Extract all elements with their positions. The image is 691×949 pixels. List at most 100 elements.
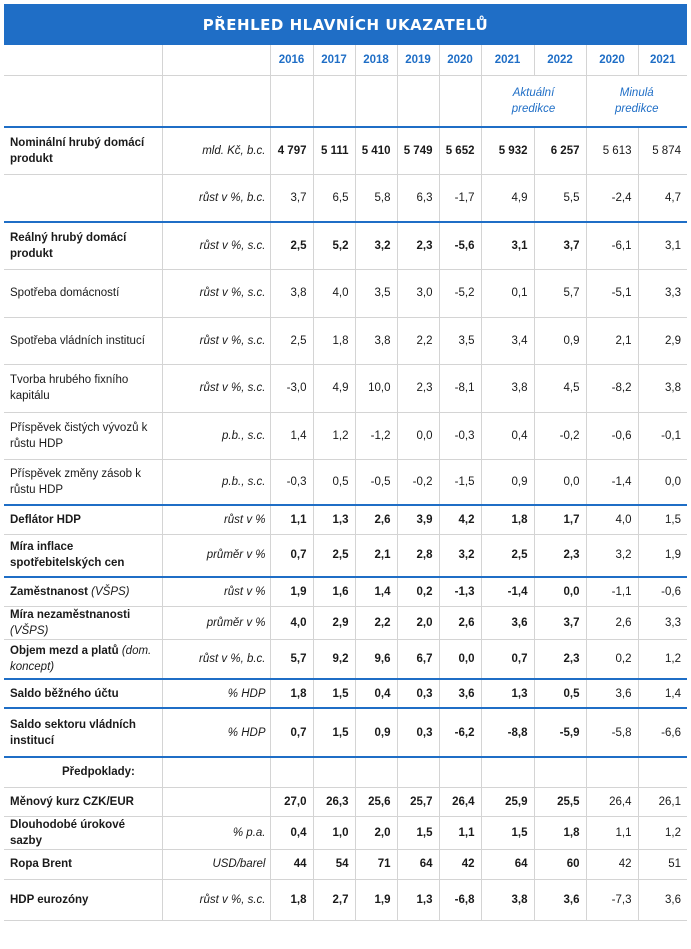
indicator-value: 4,5 — [534, 364, 587, 413]
indicator-value: -6,6 — [638, 708, 687, 758]
indicator-value: -0,2 — [534, 412, 587, 460]
indicator-unit: % HDP — [162, 679, 271, 709]
indicator-value: 1,5 — [397, 816, 440, 850]
indicator-value: 5,7 — [534, 269, 587, 318]
indicator-value: 3,8 — [270, 269, 314, 318]
indicator-value: 3,5 — [439, 317, 482, 365]
group-label-current: Aktuální predikce — [481, 75, 587, 128]
indicator-value: 10,0 — [355, 364, 398, 413]
indicator-value: 0,7 — [270, 534, 314, 578]
indicator-unit: růst v %, s.c. — [162, 222, 271, 270]
indicator-row: Saldo běžného účtu% HDP 1,8 1,5 0,4 0,3 3,6 1,… — [4, 679, 687, 709]
indicator-value: 3,2 — [586, 534, 639, 578]
indicator-value: 25,6 — [355, 787, 398, 817]
year-header: 2017 — [313, 45, 356, 76]
indicator-row: HDP eurozóny růst v %, s.c. 1,8 2,7 1,9 1,3 -6… — [4, 879, 687, 921]
indicator-name: Deflátor HDP — [4, 505, 163, 535]
indicator-name-text: Tvorba hrubého fixního kapitálu — [10, 374, 129, 402]
indicator-value: 54 — [313, 849, 356, 880]
indicator-unit: % p.a. — [162, 816, 271, 850]
header-blank — [439, 75, 482, 128]
indicator-value: 5 874 — [638, 127, 687, 175]
indicator-value — [313, 757, 356, 788]
year-header: 2020 — [439, 45, 482, 76]
indicator-value: 3,2 — [439, 534, 482, 578]
indicator-value: 4,2 — [439, 505, 482, 535]
indicator-value: -2,4 — [586, 174, 639, 223]
indicator-value: 5 749 — [397, 127, 440, 175]
indicator-value: 2,1 — [586, 317, 639, 365]
indicator-unit: růst v % — [162, 505, 271, 535]
indicator-row: Příspěvek změny zásob k růstu HDP p.b., s… — [4, 459, 687, 506]
indicator-value: 5 111 — [313, 127, 356, 175]
indicator-value: -6,2 — [439, 708, 482, 758]
indicator-name-note: (VŠPS) — [91, 585, 130, 598]
indicator-unit: % HDP — [162, 708, 271, 758]
indicator-value: 0,9 — [355, 708, 398, 758]
indicator-value: 3,3 — [638, 606, 687, 640]
indicator-value: 2,5 — [313, 534, 356, 578]
indicator-value: 1,8 — [270, 679, 314, 709]
indicator-value: 1,0 — [313, 816, 356, 850]
indicator-value: 0,9 — [534, 317, 587, 365]
table-title: PŘEHLED HLAVNÍCH UKAZATELŮ — [4, 4, 687, 45]
year-header: 2019 — [397, 45, 440, 76]
indicator-value: 4,0 — [270, 606, 314, 640]
indicator-value: 1,8 — [534, 816, 587, 850]
indicator-name: Spotřeba domácností — [4, 269, 163, 318]
indicator-name-text: Příspěvek čistých vývozů k růstu HDP — [10, 421, 148, 450]
header-blank — [355, 75, 398, 128]
indicator-value: 5,8 — [355, 174, 398, 223]
indicator-unit: p.b., s.c. — [162, 412, 271, 460]
indicator-value: 3,1 — [481, 222, 535, 270]
indicator-name-text: Nominální hrubý domácí produkt — [10, 136, 145, 165]
indicator-value: 3,7 — [534, 222, 587, 270]
indicator-value: -3,0 — [270, 364, 314, 413]
indicator-value: -8,2 — [586, 364, 639, 413]
indicator-value: 2,6 — [586, 606, 639, 640]
indicator-unit: růst v %, s.c. — [162, 269, 271, 318]
indicator-value: 3,8 — [638, 364, 687, 413]
indicator-name: Saldo sektoru vládních institucí — [4, 708, 163, 758]
indicator-value: 25,9 — [481, 787, 535, 817]
indicator-name-note: (dom. koncept) — [10, 644, 152, 673]
indicator-row: Míra inflace spotřebitelských cen průměr … — [4, 534, 687, 578]
indicator-value: 1,9 — [355, 879, 398, 921]
indicator-unit: růst v %, b.c. — [162, 639, 271, 680]
indicator-name-text: Příspěvek změny zásob k růstu HDP — [10, 467, 142, 496]
indicator-value: 0,0 — [534, 459, 587, 506]
indicator-value: 1,5 — [638, 505, 687, 535]
year-header: 2020 — [586, 45, 639, 76]
indicator-value — [355, 757, 398, 788]
indicator-name-text: Objem mezd a platů — [10, 644, 119, 657]
indicator-value: 6 257 — [534, 127, 587, 175]
indicator-value: -0,3 — [270, 459, 314, 506]
indicator-unit: růst v %, s.c. — [162, 364, 271, 413]
indicator-unit: průměr v % — [162, 534, 271, 578]
indicator-value: 1,2 — [313, 412, 356, 460]
indicator-unit: USD/barel — [162, 849, 271, 880]
year-header: 2016 — [270, 45, 314, 76]
indicator-value: 5 410 — [355, 127, 398, 175]
year-header: 2018 — [355, 45, 398, 76]
indicator-value: 71 — [355, 849, 398, 880]
indicator-value: 1,3 — [481, 679, 535, 709]
indicator-value: 1,6 — [313, 577, 356, 607]
indicator-value: 5,5 — [534, 174, 587, 223]
indicator-name-text: Deflátor HDP — [10, 513, 81, 526]
indicator-name-text: Reálný hrubý domácí produkt — [10, 231, 127, 260]
indicator-row: Reálný hrubý domácí produkt růst v %, s.c… — [4, 222, 687, 270]
indicator-value: 26,4 — [586, 787, 639, 817]
indicator-name: Dlouhodobé úrokové sazby — [4, 816, 163, 850]
indicator-row: Zaměstnanost (VŠPS) růst v % 1,9 1,6 1,4 0,2-… — [4, 577, 687, 607]
indicator-name — [4, 174, 163, 223]
indicator-value: 9,6 — [355, 639, 398, 680]
indicator-value: 3,2 — [355, 222, 398, 270]
indicator-value: 0,3 — [397, 679, 440, 709]
indicator-name: Zaměstnanost (VŠPS) — [4, 577, 163, 607]
indicator-value: 0,5 — [534, 679, 587, 709]
indicator-value: 5,7 — [270, 639, 314, 680]
indicator-unit: růst v % — [162, 577, 271, 607]
indicator-value: 3,7 — [534, 606, 587, 640]
indicator-name-text: Spotřeba vládních institucí — [10, 334, 145, 347]
